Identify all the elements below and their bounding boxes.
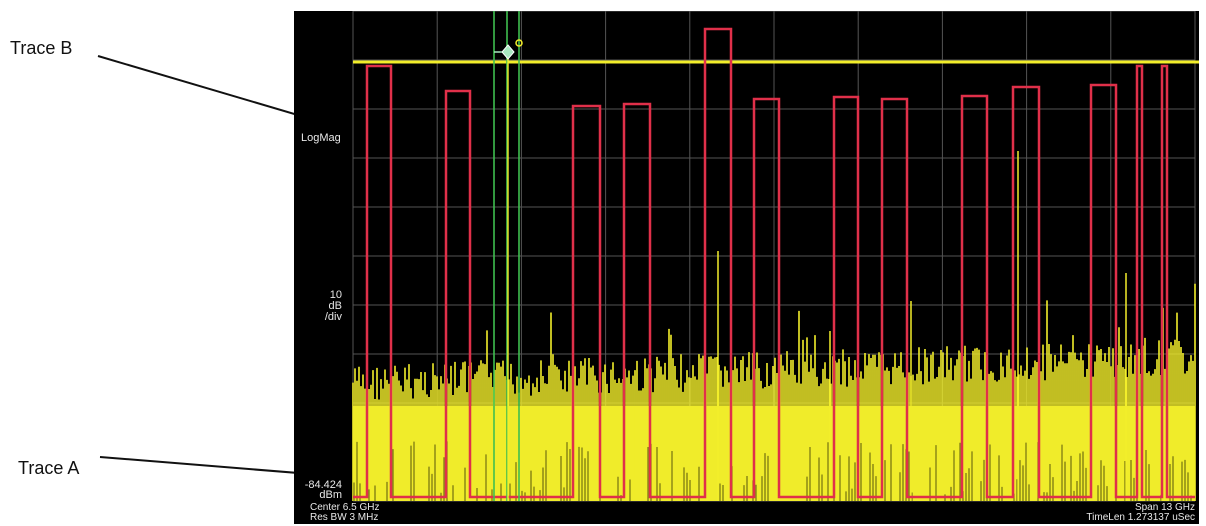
trace-b-pulses (353, 27, 1195, 499)
marker-diamond-shape (501, 44, 515, 60)
spectrum-display[interactable] (294, 11, 1199, 524)
resolution-bandwidth-readout: Res BW 3 MHz (310, 512, 379, 523)
diamond-marker-icon[interactable] (494, 39, 523, 60)
trace-a-callout-label: Trace A (18, 458, 80, 478)
marker-reference-circle (515, 39, 523, 47)
trace-b-callout-label: Trace B (10, 38, 73, 58)
span-readout: Span 13 GHz (1134, 502, 1195, 513)
center-frequency-readout: Center 6.5 GHz (310, 502, 380, 513)
reference-level-unit: dBm (319, 489, 342, 501)
scale-per-division-value: 10 (329, 289, 342, 301)
trace-b (353, 27, 1195, 499)
scale-per-division-label: /div (324, 311, 342, 323)
scale-mode-label: LogMag (301, 132, 341, 144)
reference-level-value: -84.424 (304, 479, 342, 491)
time-length-readout: TimeLen 1.273137 uSec (1086, 512, 1195, 523)
scale-unit-label: dB (328, 300, 342, 312)
marker-lines (493, 11, 520, 501)
spectrum-analyzer-screen: LogMag 10 dB /div -84.424 dBm Center 6.5… (294, 11, 1199, 524)
